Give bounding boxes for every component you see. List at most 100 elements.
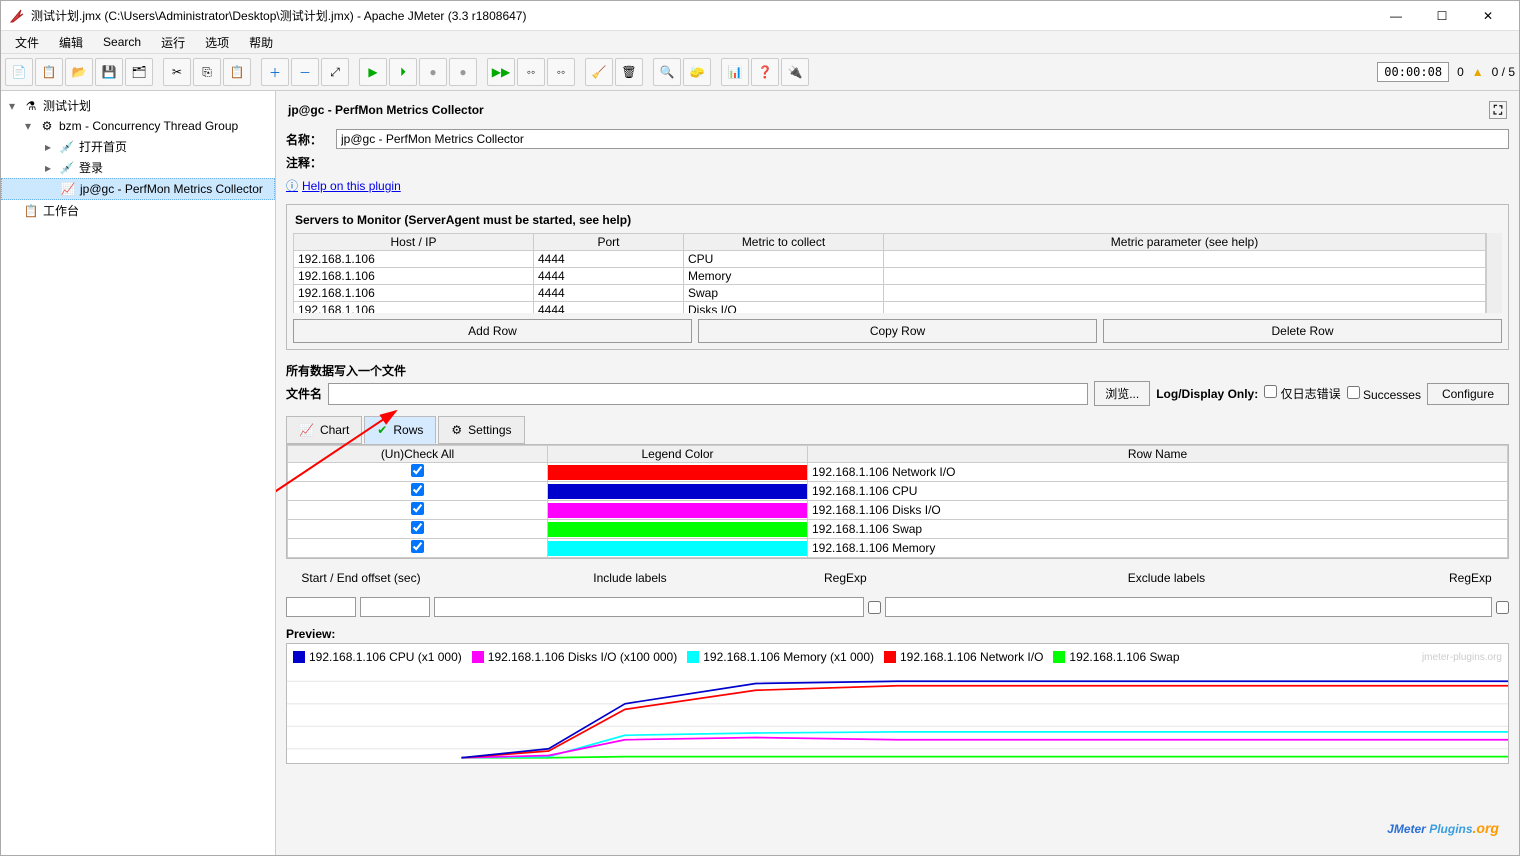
- col-color: Legend Color: [548, 446, 808, 463]
- test-plan-tree[interactable]: ▾ ⚗ 测试计划 ▾ ⚙ bzm - Concurrency Thread Gr…: [1, 91, 276, 855]
- clear-icon[interactable]: 🧹: [585, 58, 613, 86]
- servers-title: Servers to Monitor (ServerAgent must be …: [293, 211, 1502, 233]
- search-icon[interactable]: 🔍: [653, 58, 681, 86]
- save-icon[interactable]: 💾: [95, 58, 123, 86]
- stop-icon[interactable]: ●: [419, 58, 447, 86]
- cut-icon[interactable]: ✂: [163, 58, 191, 86]
- open-icon[interactable]: 📂: [65, 58, 93, 86]
- expand-panel-icon[interactable]: ⛶: [1489, 101, 1507, 119]
- menu-file[interactable]: 文件: [7, 32, 47, 53]
- rows-table[interactable]: (Un)Check All Legend Color Row Name 192.…: [287, 445, 1508, 558]
- reset-search-icon[interactable]: 🧽: [683, 58, 711, 86]
- warn-count: 0: [1457, 65, 1464, 79]
- table-row: 192.168.1.106 CPU: [288, 482, 1508, 501]
- table-row: 192.168.1.106 Swap: [288, 520, 1508, 539]
- comment-label: 注释：: [286, 154, 330, 171]
- regexp2-label: RegExp: [1449, 571, 1509, 585]
- close-button[interactable]: ✕: [1465, 1, 1511, 31]
- tree-workbench[interactable]: 📋 工作台: [1, 200, 275, 221]
- color-swatch[interactable]: [548, 484, 807, 499]
- tree-sampler-2[interactable]: ▸ 💉 登录: [1, 157, 275, 178]
- end-offset-input[interactable]: [360, 597, 430, 617]
- clipboard-icon: 📋: [23, 203, 39, 219]
- comment-input[interactable]: [336, 153, 1509, 171]
- copy-icon[interactable]: ⎘: [193, 58, 221, 86]
- remote-shutdown-icon[interactable]: ◦◦: [547, 58, 575, 86]
- color-swatch[interactable]: [548, 503, 807, 518]
- templates-icon[interactable]: 📋: [35, 58, 63, 86]
- col-check[interactable]: (Un)Check All: [288, 446, 548, 463]
- col-host[interactable]: Host / IP: [294, 234, 534, 251]
- tree-sampler-1[interactable]: ▸ 💉 打开首页: [1, 136, 275, 157]
- errors-checkbox[interactable]: 仅日志错误: [1264, 385, 1340, 402]
- regexp1-checkbox[interactable]: [868, 601, 881, 614]
- configure-button[interactable]: Configure: [1427, 383, 1509, 405]
- tab-settings[interactable]: ⚙Settings: [438, 416, 524, 444]
- color-swatch[interactable]: [548, 522, 807, 537]
- exclude-label: Exclude labels: [888, 571, 1445, 585]
- menu-help[interactable]: 帮助: [241, 32, 281, 53]
- include-input[interactable]: [434, 597, 864, 617]
- table-row: 192.168.1.1064444Memory: [294, 268, 1486, 285]
- tree-perfmon[interactable]: 📈 jp@gc - PerfMon Metrics Collector: [1, 178, 275, 200]
- row-check[interactable]: [411, 540, 424, 553]
- tab-rows[interactable]: ✔Rows: [364, 416, 436, 444]
- new-icon[interactable]: 📄: [5, 58, 33, 86]
- regexp2-checkbox[interactable]: [1496, 601, 1509, 614]
- table-row: 192.168.1.1064444Disks I/O: [294, 302, 1486, 314]
- clear-all-icon[interactable]: 🗑: [615, 58, 643, 86]
- menu-run[interactable]: 运行: [153, 32, 193, 53]
- scrollbar[interactable]: [1486, 233, 1502, 313]
- shutdown-icon[interactable]: ●: [449, 58, 477, 86]
- expand-icon[interactable]: ＋: [261, 58, 289, 86]
- include-label: Include labels: [440, 571, 820, 585]
- color-swatch[interactable]: [548, 465, 807, 480]
- toggle-icon[interactable]: ⤢: [321, 58, 349, 86]
- add-row-button[interactable]: Add Row: [293, 319, 692, 343]
- table-row: 192.168.1.1064444Swap: [294, 285, 1486, 302]
- row-check[interactable]: [411, 521, 424, 534]
- filename-input[interactable]: [328, 383, 1088, 405]
- successes-checkbox[interactable]: Successes: [1347, 386, 1421, 402]
- menu-edit[interactable]: 编辑: [51, 32, 91, 53]
- save-as-icon[interactable]: 🗂: [125, 58, 153, 86]
- run-icon[interactable]: ▶: [359, 58, 387, 86]
- maximize-button[interactable]: ☐: [1419, 1, 1465, 31]
- tab-chart[interactable]: 📈Chart: [286, 416, 362, 444]
- tree-thread-group[interactable]: ▾ ⚙ bzm - Concurrency Thread Group: [1, 116, 275, 136]
- minimize-button[interactable]: ―: [1373, 1, 1419, 31]
- menu-search[interactable]: Search: [95, 33, 149, 51]
- tabs: 📈Chart ✔Rows ⚙Settings: [286, 416, 1509, 444]
- remote-stop-icon[interactable]: ◦◦: [517, 58, 545, 86]
- col-metric[interactable]: Metric to collect: [684, 234, 884, 251]
- copy-row-button[interactable]: Copy Row: [698, 319, 1097, 343]
- delete-row-button[interactable]: Delete Row: [1103, 319, 1502, 343]
- run-notimer-icon[interactable]: ⏵: [389, 58, 417, 86]
- filename-label: 文件名: [286, 385, 322, 402]
- browse-button[interactable]: 浏览...: [1094, 381, 1150, 406]
- color-swatch[interactable]: [548, 541, 807, 556]
- collapse-icon[interactable]: －: [291, 58, 319, 86]
- col-port[interactable]: Port: [534, 234, 684, 251]
- exclude-input[interactable]: [885, 597, 1492, 617]
- preview-label: Preview:: [286, 627, 1509, 641]
- tree-root[interactable]: ▾ ⚗ 测试计划: [1, 95, 275, 116]
- check-icon: ✔: [377, 423, 387, 437]
- remote-start-icon[interactable]: ▶▶: [487, 58, 515, 86]
- content-panel: jp@gc - PerfMon Metrics Collector ⛶ 名称： …: [276, 91, 1519, 855]
- name-input[interactable]: [336, 129, 1509, 149]
- help-icon[interactable]: ❓: [751, 58, 779, 86]
- paste-icon[interactable]: 📋: [223, 58, 251, 86]
- plugin-icon[interactable]: 🔌: [781, 58, 809, 86]
- start-offset-input[interactable]: [286, 597, 356, 617]
- thread-count: 0 / 5: [1492, 65, 1515, 79]
- row-check[interactable]: [411, 483, 424, 496]
- servers-table[interactable]: Host / IP Port Metric to collect Metric …: [293, 233, 1486, 313]
- help-link[interactable]: ⓘ Help on this plugin: [278, 173, 1517, 198]
- col-param[interactable]: Metric parameter (see help): [884, 234, 1486, 251]
- menu-options[interactable]: 选项: [197, 32, 237, 53]
- row-check[interactable]: [411, 464, 424, 477]
- table-row: 192.168.1.1064444CPU: [294, 251, 1486, 268]
- function-icon[interactable]: 📊: [721, 58, 749, 86]
- row-check[interactable]: [411, 502, 424, 515]
